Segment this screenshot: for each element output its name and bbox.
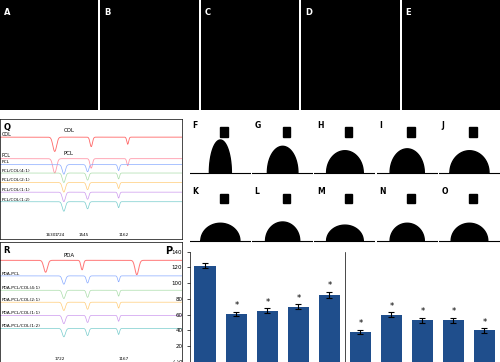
Text: PCL/COL(1:2): PCL/COL(1:2) [2,198,30,202]
Bar [345,194,352,203]
Text: PCL: PCL [64,151,74,156]
Text: M: M [317,187,324,196]
Text: C: C [204,8,211,17]
Text: B: B [104,8,110,17]
Bar [282,127,290,137]
Text: PDA-PCL: PDA-PCL [2,272,20,276]
Text: P: P [165,246,172,256]
Text: PCL: PCL [2,153,11,159]
Text: A: A [4,8,10,17]
Polygon shape [451,223,488,241]
Polygon shape [390,223,424,241]
Bar [194,266,216,362]
Text: F: F [192,121,198,130]
Text: *: * [452,307,456,316]
Text: N: N [379,187,386,196]
Text: PCL/COL(2:1): PCL/COL(2:1) [2,178,30,182]
Text: D: D [305,8,312,17]
Text: *: * [234,301,238,310]
Text: Q: Q [4,123,10,132]
Bar [380,315,402,362]
Text: PDA-PCL/COL(1:2): PDA-PCL/COL(1:2) [2,324,40,328]
Bar [345,127,352,137]
Text: L: L [254,187,260,196]
Text: H: H [317,121,324,130]
Text: O: O [442,187,448,196]
Text: I: I [379,121,382,130]
Text: 1722: 1722 [55,357,66,361]
Bar [407,194,414,203]
Polygon shape [390,149,424,173]
Bar [442,320,464,362]
Polygon shape [450,151,489,173]
Bar [220,194,228,203]
Bar [226,314,247,362]
Text: COL: COL [2,132,12,137]
Text: COL: COL [64,127,75,132]
Text: *: * [390,302,394,311]
Bar [288,307,310,362]
Text: R: R [4,246,10,255]
Bar [350,332,372,362]
Text: *: * [296,294,300,303]
Bar [282,194,290,203]
Bar [412,320,434,362]
Polygon shape [268,146,298,173]
Text: G: G [254,121,261,130]
Text: J: J [442,121,444,130]
Bar [470,127,477,137]
Text: PCL/COL(4:1): PCL/COL(4:1) [2,169,30,173]
Text: *: * [266,298,270,307]
Text: *: * [420,307,424,316]
Polygon shape [201,223,240,241]
Text: E: E [406,8,411,17]
Text: *: * [358,319,362,328]
Polygon shape [326,225,363,241]
Text: 1630: 1630 [46,233,56,237]
Text: 1162: 1162 [119,233,129,237]
Text: PDA-PCL/COL(4:1): PDA-PCL/COL(4:1) [2,286,40,290]
Bar [220,127,228,137]
Bar [474,331,496,362]
Bar [318,295,340,362]
Text: PCL: PCL [2,160,10,164]
Text: 1545: 1545 [79,233,89,237]
Text: PDA-PCL/COL(1:1): PDA-PCL/COL(1:1) [2,311,40,315]
Text: 1167: 1167 [119,357,129,361]
Bar [407,127,414,137]
Polygon shape [326,151,363,173]
Polygon shape [210,140,232,173]
Text: *: * [328,281,332,290]
Text: K: K [192,187,198,196]
Text: 1724: 1724 [55,233,66,237]
Text: PCL/COL(1:1): PCL/COL(1:1) [2,188,30,192]
Polygon shape [266,222,300,241]
Text: *: * [482,317,486,327]
Bar [470,194,477,203]
Text: PDA: PDA [64,253,75,258]
Text: PDA-PCL/COL(2:1): PDA-PCL/COL(2:1) [2,298,40,302]
Bar [256,311,278,362]
